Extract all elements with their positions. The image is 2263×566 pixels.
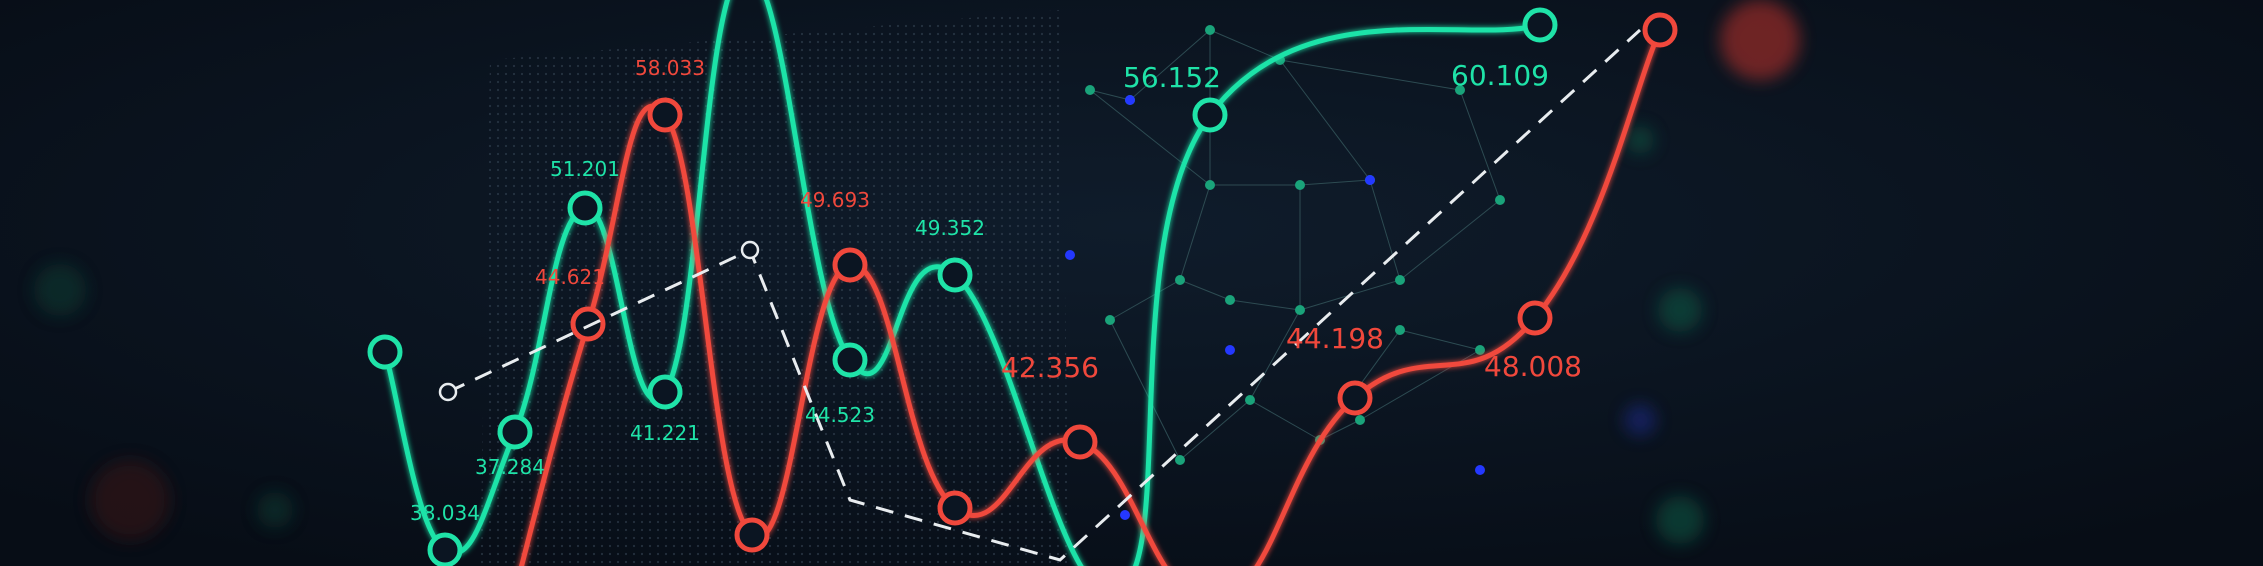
data-labels: 38.034 37.284 51.201 41.221 44.523 49.352 56.1… <box>410 56 1582 525</box>
data-label: 42.356 <box>1001 351 1099 384</box>
network-node <box>1355 415 1365 425</box>
data-point-green <box>647 374 683 410</box>
network-node <box>1475 345 1485 355</box>
network-edge <box>1249 399 1321 441</box>
data-point-green <box>937 257 973 293</box>
network-node <box>1395 325 1405 335</box>
network-node-blue <box>1365 175 1375 185</box>
network-node <box>1205 180 1215 190</box>
data-label: 37.284 <box>475 455 545 479</box>
series-line-red <box>518 29 1663 566</box>
network-mesh <box>1065 25 1505 520</box>
network-edge <box>1249 309 1301 401</box>
data-label: 41.221 <box>630 421 700 445</box>
network-node <box>1455 85 1465 95</box>
network-node-blue <box>1120 510 1130 520</box>
network-node <box>1395 275 1405 285</box>
data-label: 48.008 <box>1484 350 1582 383</box>
network-node <box>1245 395 1255 405</box>
network-edge <box>1179 279 1231 301</box>
bokeh-lights <box>34 0 1800 544</box>
data-point-red <box>647 97 683 133</box>
data-label: 44.198 <box>1286 322 1384 355</box>
data-point-red <box>1642 12 1678 48</box>
data-point-dashed <box>740 240 760 260</box>
network-edge <box>1399 329 1481 351</box>
data-point-red <box>1337 380 1373 416</box>
network-edge <box>1279 59 1371 181</box>
data-point-dashed <box>438 382 458 402</box>
data-point-green <box>367 334 403 370</box>
series-line-dashed <box>447 28 1642 562</box>
network-edge <box>1229 299 1301 311</box>
network-node-blue <box>1225 345 1235 355</box>
data-point-green <box>1522 7 1558 43</box>
network-node-blue <box>1065 250 1075 260</box>
network-edge <box>1299 179 1371 186</box>
data-point-green <box>497 414 533 450</box>
network-edge <box>1179 184 1211 281</box>
network-edge <box>1109 319 1181 461</box>
network-edge <box>1209 29 1281 61</box>
network-edge <box>1089 89 1211 186</box>
data-point-red <box>832 247 868 283</box>
data-label: 58.033 <box>635 56 705 80</box>
data-label: 60.109 <box>1451 59 1549 92</box>
network-node <box>1205 25 1215 35</box>
network-edge <box>1459 89 1501 201</box>
network-node <box>1295 305 1305 315</box>
data-point-green <box>832 342 868 378</box>
data-label: 44.621 <box>535 265 605 289</box>
data-label: 51.201 <box>550 157 620 181</box>
data-point-green <box>1192 97 1228 133</box>
data-point-red <box>570 306 606 342</box>
network-edge <box>1399 199 1501 281</box>
data-label: 44.523 <box>805 403 875 427</box>
network-edge <box>1369 179 1401 281</box>
network-edge <box>1129 29 1211 101</box>
data-point-red <box>1517 300 1553 336</box>
network-node <box>1295 180 1305 190</box>
data-point-red <box>1062 424 1098 460</box>
network-edge <box>1319 419 1361 441</box>
data-label: 49.352 <box>915 216 985 240</box>
data-label: 38.034 <box>410 501 480 525</box>
network-edge <box>1109 279 1181 321</box>
network-node <box>1175 455 1185 465</box>
series-layer <box>367 0 1678 566</box>
network-node <box>1175 275 1185 285</box>
series-line-green <box>382 0 1541 566</box>
data-point-red <box>734 517 770 553</box>
network-node <box>1225 295 1235 305</box>
data-point-green <box>567 190 603 226</box>
network-node-blue <box>1475 465 1485 475</box>
network-edge <box>1089 89 1131 101</box>
network-node <box>1085 85 1095 95</box>
network-node <box>1105 315 1115 325</box>
data-point-green <box>427 532 463 566</box>
data-label: 49.693 <box>800 188 870 212</box>
data-point-red <box>937 490 973 526</box>
data-label: 56.152 <box>1123 61 1221 94</box>
network-node-blue <box>1125 95 1135 105</box>
network-edge <box>1179 399 1251 461</box>
network-edge <box>1279 59 1461 91</box>
network-node <box>1495 195 1505 205</box>
